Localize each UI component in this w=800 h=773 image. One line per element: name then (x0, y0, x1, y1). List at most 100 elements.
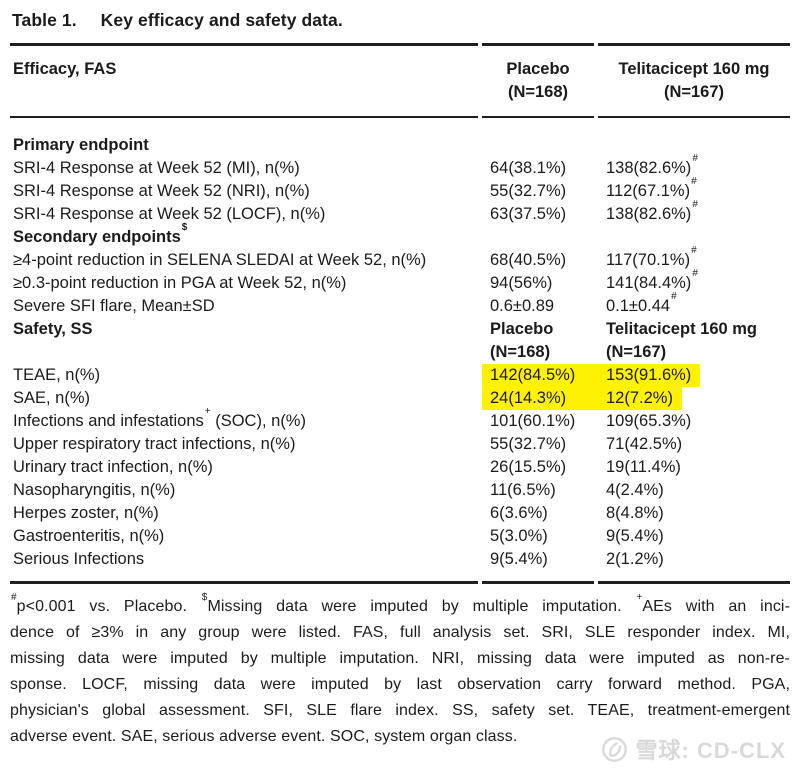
placebo-value-cell: 101(60.1%) (482, 410, 594, 433)
row-label-cell: SRI-4 Response at Week 52 (MI), n(%) (10, 157, 478, 180)
telitacicept-value-cell: 12(7.2%) (598, 387, 790, 410)
header-efficacy-label: Efficacy, FAS (13, 60, 117, 78)
row-label-cell: Herpes zoster, n(%) (10, 502, 478, 525)
footnote-marker: $ (201, 591, 208, 603)
header-placebo-label: Placebo (506, 60, 570, 78)
row-label: Severe SFI flare, Mean±SD (13, 297, 215, 315)
table-row: SRI-4 Response at Week 52 (NRI), n(%) 55(… (10, 175, 790, 203)
telitacicept-value-cell: 109(65.3%) (598, 410, 790, 433)
placebo-value: 9(5.4%) (490, 550, 548, 568)
telitacicept-value-cell: 71(42.5%) (598, 433, 790, 456)
placebo-value: 11(6.5%) (490, 481, 556, 499)
telitacicept-value: 138(82.6%)# (606, 152, 698, 177)
table-head: Efficacy, FAS Placebo (N=168) Telitacice… (10, 43, 790, 118)
placebo-value: 26(15.5%) (490, 458, 567, 476)
telitacicept-value: 112(67.1%)# (606, 175, 697, 200)
telitacicept-value-cell: 117(70.1%)# (598, 245, 790, 272)
table-row: TEAE, n(%) 142(84.5%) 153(91.6%) (10, 364, 790, 387)
telitacicept-value: 138(82.6%)# (606, 198, 698, 223)
significance-marker: # (671, 290, 677, 302)
table-row: Primary endpoint (10, 118, 790, 157)
header-efficacy-cell: Efficacy, FAS (10, 43, 478, 118)
table-row: Severe SFI flare, Mean±SD 0.6±0.89 0.1±0.4… (10, 291, 790, 318)
row-label: SRI-4 Response at Week 52 (NRI), n(%) (13, 182, 310, 200)
table-row: SRI-4 Response at Week 52 (MI), n(%) 64(3… (10, 152, 790, 180)
row-section-label: Primary endpoint (13, 136, 149, 154)
telitacicept-value-cell: 153(91.6%) (598, 364, 790, 387)
table-row: Serious Infections 9(5.4%) 2(1.2%) (10, 548, 790, 584)
telitacicept-value-cell: 141(84.4%)# (598, 268, 790, 295)
placebo-value-cell: 142(84.5%) (482, 364, 594, 387)
row-label-cell: Serious Infections (10, 548, 478, 584)
row-label: SAE, n(%) (13, 389, 91, 407)
header-placebo-cell: Placebo (N=168) (482, 43, 594, 118)
placebo-value: 142(84.5%) (490, 366, 576, 384)
placebo-value: 94(56%) (490, 274, 553, 292)
telitacicept-value: 4(2.4%) (606, 481, 664, 499)
row-label: ≥0.3-point reduction in PGA at Week 52, … (13, 274, 347, 292)
placebo-subheader-line2: (N=168) (490, 343, 551, 361)
placebo-value-cell: 55(32.7%) (482, 180, 594, 203)
row-label-cell: Upper respiratory tract infections, n(%) (10, 433, 478, 456)
row-label-cell: Severe SFI flare, Mean±SD (10, 295, 478, 318)
placebo-value-cell: 24(14.3%) (482, 387, 594, 410)
table-row: Urinary tract infection, n(%) 26(15.5%) 19… (10, 456, 790, 479)
placebo-value: 64(38.1%) (490, 159, 567, 177)
table-caption: Key efficacy and safety data. (100, 10, 343, 30)
table-row: SRI-4 Response at Week 52 (LOCF), n(%) 63… (10, 198, 790, 226)
placebo-value-cell: 9(5.4%) (482, 548, 594, 584)
placebo-subheader-cell: Placebo (N=168) (482, 318, 594, 364)
footnote-marker: # (11, 591, 17, 603)
telitacicept-value: 2(1.2%) (606, 550, 664, 568)
row-label-cell: Secondary endpoints$ (10, 222, 478, 249)
placebo-value-cell: 26(15.5%) (482, 456, 594, 479)
row-label: SRI-4 Response at Week 52 (MI), n(%) (13, 159, 300, 177)
telitacicept-value-cell: 19(11.4%) (598, 456, 790, 479)
telitacicept-value: 19(11.4%) (606, 458, 681, 476)
table-title: Table 1. Key efficacy and safety data. (12, 10, 790, 31)
footnote-marker: $ (181, 221, 188, 233)
row-label-cell: SRI-4 Response at Week 52 (NRI), n(%) (10, 180, 478, 203)
telitacicept-value: 9(5.4%) (606, 527, 664, 545)
header-telitacicept-cell: Telitacicept 160 mg (N=167) (598, 43, 790, 118)
telitacicept-value: 153(91.6%) (606, 364, 701, 387)
header-placebo-n: (N=168) (507, 83, 569, 101)
footnote: #p<0.001 vs. Placebo. $Missing data were… (10, 591, 790, 750)
telitacicept-value-cell (598, 118, 790, 157)
telitacicept-value-cell: 4(2.4%) (598, 479, 790, 502)
significance-marker: # (692, 267, 698, 279)
footnote-line: missing data were imputed by multiple im… (10, 650, 790, 667)
footnote-marker: + (636, 591, 643, 603)
placebo-value: 101(60.1%) (490, 412, 576, 430)
row-label-cell: SRI-4 Response at Week 52 (LOCF), n(%) (10, 203, 478, 226)
telitacicept-subheader-line2: (N=167) (606, 343, 667, 361)
table-row: SAE, n(%) 24(14.3%) 12(7.2%) (10, 387, 790, 410)
placebo-value-cell: 63(37.5%) (482, 203, 594, 226)
telitacicept-value: 8(4.8%) (606, 504, 664, 522)
telitacicept-value-cell: 0.1±0.44# (598, 291, 790, 318)
row-label: TEAE, n(%) (13, 366, 101, 384)
row-label: Herpes zoster, n(%) (13, 504, 159, 522)
footnote-line: sponse. LOCF, missing data were imputed … (10, 676, 790, 693)
row-label-cell: Urinary tract infection, n(%) (10, 456, 478, 479)
placebo-value-cell: 0.6±0.89 (482, 295, 594, 318)
row-label: Infections and infestations+ (SOC), n(%) (13, 405, 306, 430)
telitacicept-value-cell: 2(1.2%) (598, 548, 790, 584)
telitacicept-value: 109(65.3%) (606, 412, 692, 430)
row-label: SRI-4 Response at Week 52 (LOCF), n(%) (13, 205, 326, 223)
row-label-cell: Infections and infestations+ (SOC), n(%) (10, 405, 478, 433)
placebo-value-cell: 94(56%) (482, 272, 594, 295)
significance-marker: # (691, 175, 697, 187)
significance-marker: # (691, 244, 697, 256)
document-page: Table 1. Key efficacy and safety data. Ef… (10, 10, 790, 763)
row-label: Upper respiratory tract infections, n(%) (13, 435, 296, 453)
row-section-label: Safety, SS (13, 320, 93, 338)
table-row: Upper respiratory tract infections, n(%)… (10, 433, 790, 456)
table-row: Safety, SS Placebo (N=168) Telitacicept 160… (10, 318, 790, 364)
watermark-text: 雪球: CD-CLX (635, 738, 786, 763)
row-label-cell: TEAE, n(%) (10, 364, 478, 387)
table-row: Secondary endpoints$ (10, 222, 790, 249)
row-label-cell: ≥0.3-point reduction in PGA at Week 52, … (10, 272, 478, 295)
telitacicept-value: 71(42.5%) (606, 435, 683, 453)
row-label-cell: Nasopharyngitis, n(%) (10, 479, 478, 502)
